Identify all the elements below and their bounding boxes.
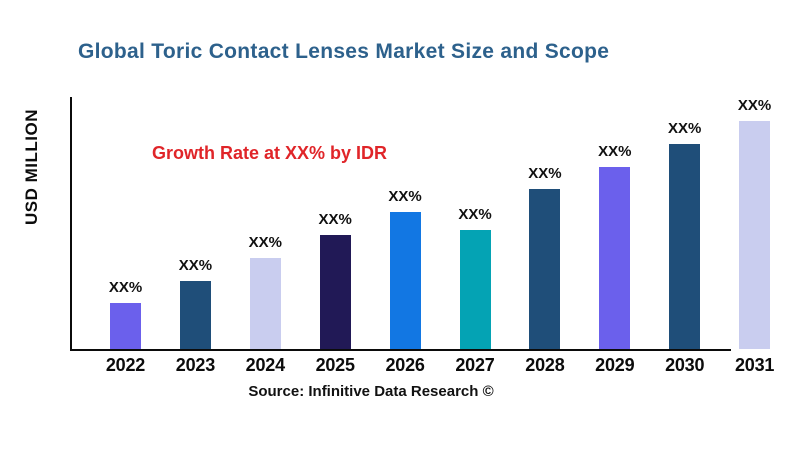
bar-value-label-2031: XX% [737,97,772,114]
bar-value-label-2025: XX% [318,211,352,228]
bar-value-label-2027: XX% [458,206,492,224]
y-axis-line [70,97,72,351]
x-tick-2024: 2024 [245,355,285,375]
source-caption: Source: Infinitive Data Research © [248,383,494,400]
bar-value-label-2026: XX% [388,188,422,206]
bar-value-label-2024: XX% [248,233,282,251]
x-tick-2031: 2031 [734,355,775,375]
x-tick-2025: 2025 [315,355,355,375]
bar-2022 [110,303,141,349]
bar-2030 [669,143,701,349]
bar-2031 [739,121,771,349]
x-tick-2029: 2029 [595,355,635,375]
bar-2027 [459,230,491,349]
x-tick-2022: 2022 [105,355,146,375]
x-axis-line [70,349,731,351]
bar-value-label-2022: XX% [108,279,143,297]
x-tick-2026: 2026 [385,355,425,375]
bar-2023 [179,280,211,349]
bar-2025 [319,235,351,349]
bar-value-label-2029: XX% [598,142,632,160]
chart-title: Global Toric Contact Lenses Market Size … [78,40,610,63]
bar-2024 [249,257,281,349]
bar-value-label-2028: XX% [528,165,562,183]
growth-rate-annotation: Growth Rate at XX% by IDR [152,143,388,163]
x-tick-2023: 2023 [175,355,216,375]
bar-value-label-2030: XX% [668,119,702,137]
bar-2028 [529,189,561,349]
bar-2026 [389,212,421,349]
x-tick-2028: 2028 [525,355,565,375]
bar-2029 [599,166,631,349]
x-tick-2030: 2030 [665,355,705,375]
x-tick-2027: 2027 [455,355,495,375]
bars-container: XX% 2022 XX% 2023 XX% 2024 XX% 2025 XX% 2026 XX% 20… [70,97,790,375]
y-axis-label: USD MILLION [22,109,41,225]
plot-area: Growth Rate at XX% by IDR XX% 2022 XX% 2023… [70,97,790,375]
bar-value-label-2023: XX% [178,256,213,274]
